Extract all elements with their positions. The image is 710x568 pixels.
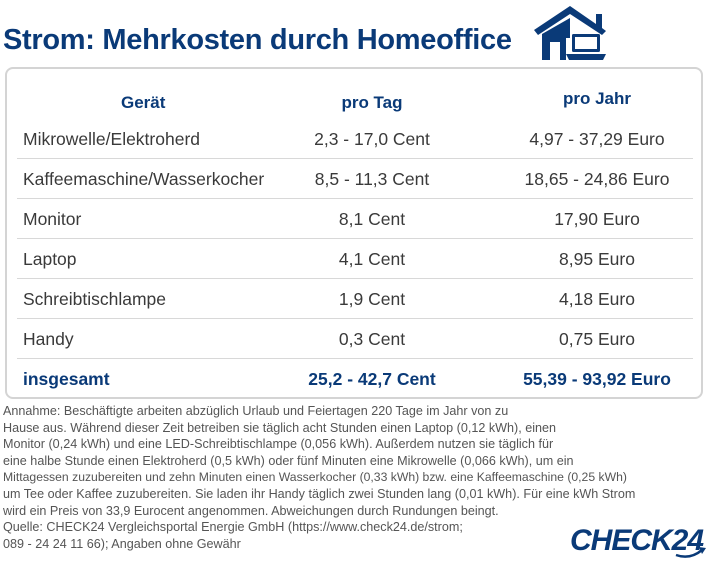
device-name: Laptop	[23, 249, 77, 269]
cost-table: Gerät pro Tag pro Jahr Mikrowelle/Elektr…	[5, 67, 703, 399]
device-name: Handy	[23, 329, 74, 349]
footnote-line: Monitor (0,24 kWh) und eine LED-Schreibt…	[3, 437, 554, 452]
column-header-geraet: Gerät	[121, 93, 166, 112]
table-header-row: Gerät pro Tag pro Jahr	[17, 83, 693, 122]
row-divider	[17, 318, 693, 319]
row-divider	[17, 198, 693, 199]
footnote-line: Annahme: Beschäftigte arbeiten abzüglich…	[3, 404, 509, 418]
device-name: Kaffeemaschine/Wasserkocher	[23, 169, 265, 189]
row-divider	[17, 358, 693, 359]
cost-per-year: 4,18 Euro	[559, 289, 635, 309]
house-with-laptop-icon	[534, 6, 606, 60]
cost-per-year: 0,75 Euro	[559, 329, 635, 349]
table-row: Schreibtischlampe 1,9 Cent 4,18 Euro	[17, 280, 693, 319]
cost-per-year: 4,97 - 37,29 Euro	[529, 129, 665, 149]
table-row: Kaffeemaschine/Wasserkocher 8,5 - 11,3 C…	[17, 160, 693, 199]
row-divider	[17, 158, 693, 159]
cost-per-day: 8,5 - 11,3 Cent	[314, 169, 430, 189]
table-row: Handy 0,3 Cent 0,75 Euro	[17, 320, 693, 359]
row-divider	[17, 238, 693, 239]
total-per-day: 25,2 - 42,7 Cent	[308, 369, 436, 389]
footnote-line: wird ein Preis von 33,9 Eurocent angenom…	[3, 503, 499, 518]
column-header-pro-jahr: pro Jahr	[562, 89, 632, 108]
device-name: Mikrowelle/Elektroherd	[23, 129, 201, 149]
table-row: Mikrowelle/Elektroherd 2,3 - 17,0 Cent 4…	[17, 120, 693, 159]
footnote-line: um Tee oder Kaffee zuzubereiten. Sie lad…	[3, 486, 636, 501]
cost-per-day: 4,1 Cent	[338, 249, 406, 269]
cost-per-year: 18,65 - 24,86 Euro	[524, 169, 670, 189]
cost-per-year: 17,90 Euro	[554, 209, 640, 229]
footnote-line: Mittagessen zuzubereiten und zehn Minute…	[3, 470, 627, 485]
table-total-row: insgesamt 25,2 - 42,7 Cent 55,39 - 93,92…	[17, 360, 693, 399]
footnote-line: eine halbe Stunde einen Elektroherd (0,5…	[3, 453, 574, 468]
table-row: Laptop 4,1 Cent 8,95 Euro	[17, 240, 693, 279]
column-header-pro-tag: pro Tag	[341, 93, 403, 112]
footnote-line: Hause aus. Während dieser Zeit betreiben…	[3, 420, 557, 435]
cost-per-day: 0,3 Cent	[338, 329, 406, 349]
footnote: Annahme: Beschäftigte arbeiten abzüglich…	[3, 403, 703, 552]
cost-per-day: 2,3 - 17,0 Cent	[314, 129, 430, 149]
row-divider	[17, 278, 693, 279]
table-row: Monitor 8,1 Cent 17,90 Euro	[17, 200, 693, 239]
total-per-year: 55,39 - 93,92 Euro	[523, 369, 671, 389]
page-title: Strom: Mehrkosten durch Homeoffice	[3, 24, 512, 56]
cost-per-day: 8,1 Cent	[338, 209, 406, 229]
cost-per-day: 1,9 Cent	[338, 289, 406, 309]
device-name: Monitor	[23, 209, 82, 229]
check24-logo: CHECK24	[570, 524, 706, 558]
cost-per-year: 8,95 Euro	[559, 249, 635, 269]
device-name: Schreibtischlampe	[23, 289, 166, 309]
source-line: 089 - 24 24 11 66); Angaben ohne Gewähr	[3, 536, 241, 551]
source-line: Quelle: CHECK24 Vergleichsportal Energie…	[3, 520, 463, 535]
svg-text:CHECK24: CHECK24	[570, 524, 704, 557]
total-label: insgesamt	[23, 369, 110, 389]
